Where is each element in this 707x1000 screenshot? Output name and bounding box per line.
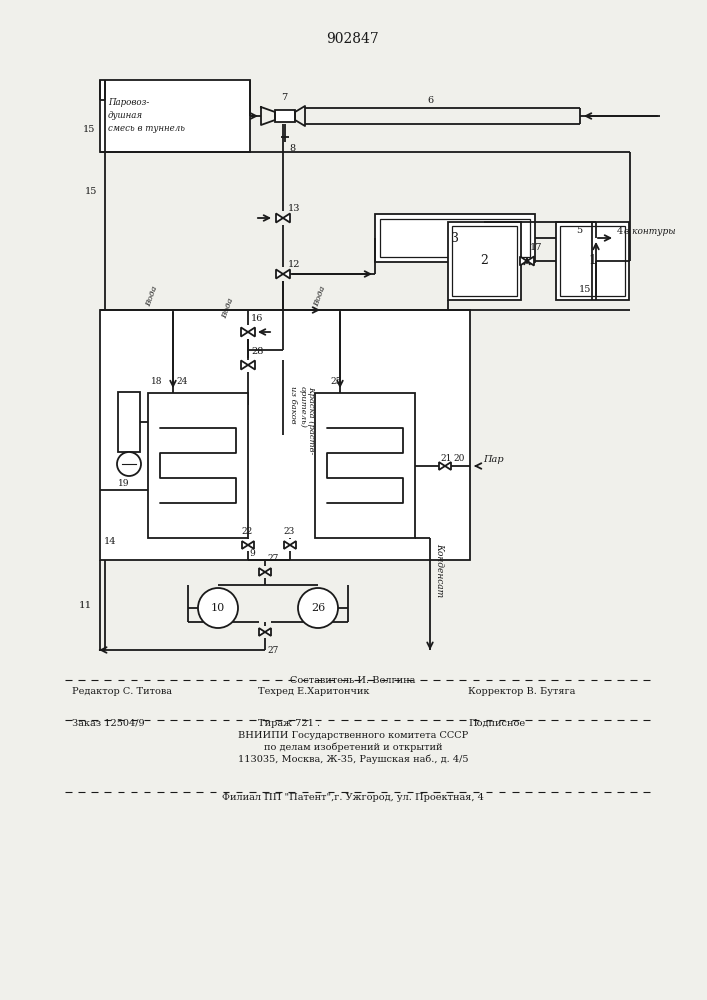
Polygon shape bbox=[259, 628, 265, 636]
Polygon shape bbox=[520, 256, 527, 266]
Text: Вода: Вода bbox=[145, 285, 159, 308]
Text: в контуры: в контуры bbox=[624, 227, 676, 236]
Polygon shape bbox=[265, 628, 271, 636]
Polygon shape bbox=[241, 327, 248, 337]
Text: 20: 20 bbox=[453, 454, 464, 463]
Text: Подписное: Подписное bbox=[468, 719, 525, 728]
Polygon shape bbox=[284, 541, 290, 549]
Text: Конденсат: Конденсат bbox=[435, 543, 444, 597]
Text: 17: 17 bbox=[530, 243, 542, 252]
Text: ВНИИПИ Государственного комитета СССР: ВНИИПИ Государственного комитета СССР bbox=[238, 731, 468, 740]
Text: Филиал ПП "Патент",г. Ужгород, ул. Проектная, 4: Филиал ПП "Патент",г. Ужгород, ул. Проек… bbox=[222, 793, 484, 802]
Bar bbox=[375, 214, 535, 262]
Text: 5: 5 bbox=[576, 226, 582, 235]
Polygon shape bbox=[241, 360, 248, 370]
Text: 24: 24 bbox=[176, 376, 187, 385]
Text: 3: 3 bbox=[451, 232, 459, 244]
Text: Паровоз-: Паровоз- bbox=[108, 98, 149, 107]
Polygon shape bbox=[527, 256, 534, 266]
Text: 22: 22 bbox=[241, 527, 252, 536]
Text: 15: 15 bbox=[85, 188, 97, 196]
Text: Краска (раств-
оритель)
из баков: Краска (раств- оритель) из баков bbox=[289, 386, 315, 454]
Polygon shape bbox=[283, 213, 290, 223]
Polygon shape bbox=[242, 541, 248, 549]
Text: 16: 16 bbox=[251, 314, 264, 323]
Bar bbox=[118, 392, 140, 452]
Text: 18: 18 bbox=[151, 376, 162, 385]
Polygon shape bbox=[248, 541, 254, 549]
Text: 23: 23 bbox=[284, 527, 295, 536]
Text: 12: 12 bbox=[288, 260, 300, 269]
Text: душная: душная bbox=[108, 111, 143, 120]
Bar bbox=[275, 110, 295, 122]
Bar bbox=[448, 222, 521, 300]
Bar bbox=[556, 222, 629, 300]
Text: Составитель И. Волгина: Составитель И. Волгина bbox=[291, 676, 416, 685]
Text: 4: 4 bbox=[617, 227, 624, 236]
Text: 8: 8 bbox=[289, 144, 295, 153]
Bar bbox=[560, 226, 625, 296]
Text: Техред Е.Харитончик: Техред Е.Харитончик bbox=[258, 687, 370, 696]
Text: Тираж 721 .: Тираж 721 . bbox=[258, 719, 320, 728]
Text: 14: 14 bbox=[104, 537, 117, 546]
Text: 11: 11 bbox=[78, 600, 92, 609]
Text: смесь в туннель: смесь в туннель bbox=[108, 124, 185, 133]
Polygon shape bbox=[248, 327, 255, 337]
Text: 21: 21 bbox=[440, 454, 451, 463]
Polygon shape bbox=[248, 360, 255, 370]
Text: 113035, Москва, Ж-35, Раушская наб., д. 4/5: 113035, Москва, Ж-35, Раушская наб., д. … bbox=[238, 754, 468, 764]
Circle shape bbox=[298, 588, 338, 628]
Text: 27: 27 bbox=[267, 646, 279, 655]
Circle shape bbox=[117, 452, 141, 476]
Text: 902847: 902847 bbox=[327, 32, 380, 46]
Text: 28: 28 bbox=[251, 347, 264, 356]
Text: Заказ 12504/9: Заказ 12504/9 bbox=[72, 719, 145, 728]
Text: Вода: Вода bbox=[312, 285, 327, 308]
Text: 1: 1 bbox=[588, 254, 596, 267]
Text: 26: 26 bbox=[311, 603, 325, 613]
Bar bbox=[380, 219, 530, 257]
Polygon shape bbox=[259, 568, 265, 576]
Polygon shape bbox=[283, 269, 290, 279]
Polygon shape bbox=[439, 462, 445, 470]
Polygon shape bbox=[276, 213, 283, 223]
Text: 2: 2 bbox=[480, 254, 488, 267]
Text: 10: 10 bbox=[211, 603, 225, 613]
Text: 9: 9 bbox=[249, 548, 255, 558]
Bar bbox=[452, 226, 517, 296]
Text: Вода: Вода bbox=[221, 297, 235, 320]
Polygon shape bbox=[290, 541, 296, 549]
Text: 15: 15 bbox=[578, 286, 591, 294]
Text: 19: 19 bbox=[118, 479, 129, 488]
Bar bbox=[100, 310, 470, 560]
Text: 25: 25 bbox=[330, 376, 341, 385]
Text: 6: 6 bbox=[427, 96, 433, 105]
Circle shape bbox=[198, 588, 238, 628]
Text: 7: 7 bbox=[281, 93, 287, 102]
Text: 15: 15 bbox=[83, 125, 95, 134]
Polygon shape bbox=[276, 269, 283, 279]
Text: 27: 27 bbox=[267, 554, 279, 563]
Bar bbox=[148, 393, 248, 538]
Bar bbox=[315, 393, 415, 538]
Text: Пар: Пар bbox=[483, 455, 503, 464]
Polygon shape bbox=[445, 462, 451, 470]
Polygon shape bbox=[265, 568, 271, 576]
Bar bbox=[100, 80, 250, 152]
Text: 13: 13 bbox=[288, 204, 300, 213]
Text: по делам изобретений и открытий: по делам изобретений и открытий bbox=[264, 742, 443, 752]
Text: Редактор С. Титова: Редактор С. Титова bbox=[72, 687, 172, 696]
Text: Корректор В. Бутяга: Корректор В. Бутяга bbox=[468, 687, 575, 696]
